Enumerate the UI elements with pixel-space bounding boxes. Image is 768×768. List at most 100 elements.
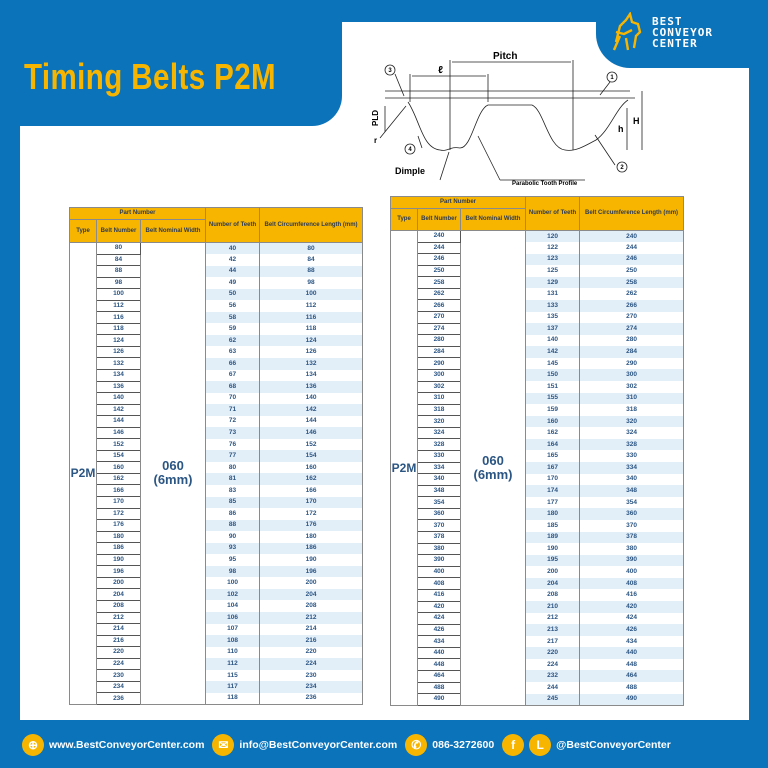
length-cell: 80 — [259, 242, 364, 255]
r-label: r — [374, 136, 377, 145]
logo-line2: CONVEYOR — [652, 26, 713, 39]
length-cell: 354 — [579, 496, 685, 509]
teeth-cell: 62 — [205, 334, 261, 347]
email-link[interactable]: info@BestConveyorCenter.com — [239, 739, 398, 751]
table-row: 378 189 378 — [391, 531, 685, 544]
belt-number-cell: 152 — [96, 438, 141, 451]
width-cell: 060 (6mm) — [459, 230, 527, 706]
length-cell: 220 — [259, 646, 364, 659]
social-handle[interactable]: @BestConveyorCenter — [556, 739, 671, 751]
belt-number-cell: 144 — [96, 415, 141, 428]
logo-line1: BEST — [652, 15, 683, 28]
marker-1: 1 — [610, 75, 614, 81]
length-cell: 84 — [259, 254, 364, 266]
belt-number-cell: 262 — [417, 287, 461, 301]
table-row: 216 108 216 — [70, 634, 364, 648]
length-cell: 154 — [259, 450, 364, 462]
teeth-cell: 120 — [525, 230, 581, 243]
length-cell: 234 — [259, 681, 364, 693]
teeth-cell: 150 — [525, 369, 581, 382]
length-cell: 160 — [259, 461, 364, 474]
length-cell: 204 — [259, 588, 364, 601]
teeth-cell: 59 — [205, 323, 261, 335]
h-label: h — [618, 124, 624, 134]
teeth-cell: 117 — [205, 681, 261, 693]
belt-number-cell: 80 — [96, 242, 141, 255]
teeth-header: Number of Teeth — [525, 196, 581, 231]
belt-profile-diagram: Pitch ℓ PLD r h H Dimple Parabolic Tooth… — [371, 51, 643, 187]
belt-number-cell: 190 — [96, 553, 141, 567]
length-cell: 236 — [259, 692, 364, 705]
teeth-cell: 80 — [205, 461, 261, 474]
table-row: 200 100 200 — [70, 576, 364, 590]
belt-number-cell: 132 — [96, 357, 141, 370]
belt-number-cell: 250 — [417, 264, 461, 278]
belt-number-cell: 400 — [417, 565, 461, 579]
teeth-cell: 49 — [205, 277, 261, 289]
teeth-cell: 50 — [205, 288, 261, 301]
table-row: 266 133 266 — [391, 299, 685, 313]
belt-number-cell: 112 — [96, 299, 141, 313]
table-row: 230 115 230 — [70, 669, 364, 682]
table-row: 142 71 142 — [70, 403, 364, 417]
teeth-cell: 167 — [525, 462, 581, 474]
belt-number-cell: 280 — [417, 334, 461, 347]
length-cell: 320 — [579, 415, 685, 428]
length-cell: 334 — [579, 462, 685, 474]
teeth-cell: 244 — [525, 682, 581, 694]
length-cell: 146 — [259, 427, 364, 439]
teeth-cell: 42 — [205, 254, 261, 266]
teeth-cell: 170 — [525, 473, 581, 486]
line-icon[interactable]: L — [529, 734, 552, 756]
H-label: H — [633, 116, 640, 126]
table-row: 320 160 320 — [391, 415, 685, 428]
length-cell: 390 — [579, 554, 685, 567]
brand-logo: BEST CONVEYOR CENTER — [596, 0, 768, 68]
belt-number-cell: 160 — [96, 461, 141, 474]
facebook-icon[interactable]: f — [502, 734, 525, 756]
length-cell: 274 — [579, 323, 685, 335]
table-row: 220 110 220 — [70, 646, 364, 659]
length-cell: 200 — [259, 577, 364, 589]
table-row: 166 83 166 — [70, 484, 364, 498]
length-cell: 246 — [579, 253, 685, 266]
length-cell: 266 — [579, 299, 685, 312]
teeth-cell: 106 — [205, 612, 261, 624]
teeth-cell: 68 — [205, 381, 261, 393]
website-link[interactable]: www.BestConveyorCenter.com — [49, 739, 205, 751]
table-row: 328 164 328 — [391, 438, 685, 451]
teeth-cell: 212 — [525, 612, 581, 625]
teeth-cell: 108 — [205, 635, 261, 647]
width-header: Belt Nominal Width — [139, 219, 207, 243]
marker-3: 3 — [388, 68, 392, 74]
belt-number-cell: 98 — [96, 276, 141, 290]
belt-number-cell: 200 — [96, 576, 141, 590]
table-row: 250 125 250 — [391, 264, 685, 278]
belt-number-cell: 166 — [96, 484, 141, 498]
belt-number-cell: 360 — [417, 507, 461, 521]
belt-number-cell: 236 — [96, 692, 141, 705]
logo-line3: CENTER — [652, 37, 698, 50]
dimple-label: Dimple — [395, 166, 425, 176]
width-code: 060 — [482, 452, 504, 468]
length-cell: 426 — [579, 624, 685, 636]
length-cell: 212 — [259, 612, 364, 624]
table-row: 132 66 132 — [70, 357, 364, 370]
table-row: 244 122 244 — [391, 241, 685, 255]
belt-number-cell: 116 — [96, 311, 141, 324]
teeth-cell: 67 — [205, 369, 261, 382]
teeth-cell: 204 — [525, 577, 581, 590]
teeth-cell: 63 — [205, 346, 261, 358]
length-cell: 284 — [579, 346, 685, 358]
table-row: 236 118 236 — [70, 692, 364, 705]
belt-number-cell: 142 — [96, 403, 141, 417]
phone-number[interactable]: 086-3272600 — [432, 739, 495, 751]
teeth-cell: 77 — [205, 450, 261, 462]
table-row: 348 174 348 — [391, 484, 685, 498]
length-cell: 370 — [579, 519, 685, 532]
table-row: 340 170 340 — [391, 473, 685, 486]
belt-number-cell: 140 — [96, 392, 141, 405]
table-row: 490 245 490 — [391, 693, 685, 706]
width-header: Belt Nominal Width — [459, 208, 527, 231]
teeth-cell: 100 — [205, 577, 261, 589]
